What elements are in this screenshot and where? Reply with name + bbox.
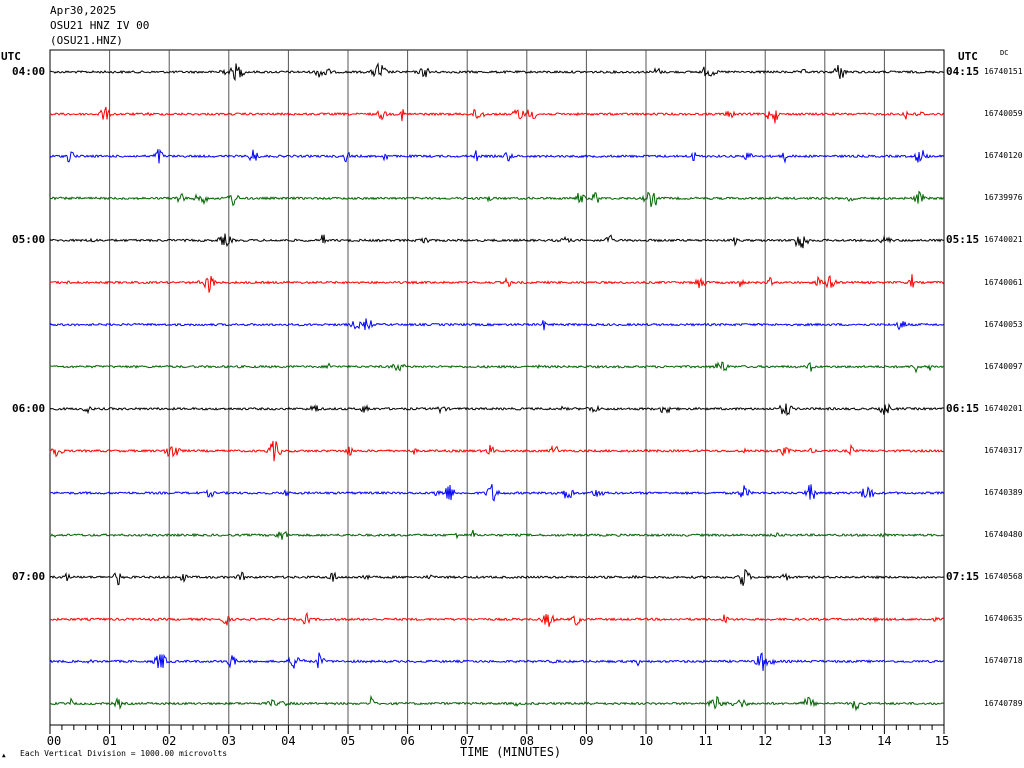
trace-line-15 <box>49 652 945 671</box>
trace-dc-count: 16740201 <box>984 403 1023 413</box>
trace-line-12 <box>49 529 945 540</box>
x-axis-label: TIME (MINUTES) <box>460 745 562 759</box>
utc-label-left: UTC <box>1 50 21 63</box>
trace-dc-count: 16740568 <box>984 572 1023 582</box>
trace-dc-count: 16739976 <box>984 193 1023 203</box>
trace-line-2 <box>49 106 945 124</box>
trace-line-4 <box>49 190 945 208</box>
trace-dc-count: 16740718 <box>984 656 1023 666</box>
trace-lines <box>49 62 945 712</box>
dc-label: DC <box>1000 49 1009 57</box>
trace-dc-count: 16740120 <box>984 151 1023 161</box>
trace-dc-count: 16740789 <box>984 698 1023 708</box>
trace-line-5 <box>49 233 945 249</box>
station-id: OSU21 HNZ IV 00 <box>50 19 150 32</box>
trace-dc-count: 16740059 <box>984 109 1023 119</box>
trace-line-13 <box>49 568 945 586</box>
trace-line-10 <box>49 440 945 462</box>
scale-footnote: Each Vertical Division = 1000.00 microvo… <box>20 749 228 758</box>
trace-end-time: 05:15 <box>946 233 980 247</box>
trace-dc-count: 16740097 <box>984 361 1023 371</box>
minute-gridlines <box>109 50 885 725</box>
plot-date: Apr30,2025 <box>50 4 117 17</box>
x-tick-label: 04 <box>281 734 296 748</box>
x-tick-label: 02 <box>161 734 177 748</box>
x-tick-label: 06 <box>400 734 415 748</box>
channel-id: (OSU21.HNZ) <box>50 34 123 47</box>
trace-line-6 <box>49 274 945 293</box>
trace-line-7 <box>49 318 945 331</box>
trace-dc-count: 16740480 <box>984 530 1023 540</box>
trace-dc-count: 16740021 <box>984 235 1023 245</box>
trace-dc-count: 16740317 <box>984 445 1023 455</box>
x-tick-label: 07 <box>459 734 475 748</box>
x-tick-label: 13 <box>817 734 833 748</box>
scale-marker-icon: ▲ <box>2 752 6 759</box>
trace-dc-count: 16740061 <box>984 277 1023 287</box>
x-tick-label: 03 <box>221 734 237 748</box>
x-tick-label: 11 <box>698 734 713 748</box>
trace-line-1 <box>49 62 945 82</box>
trace-end-time: 07:15 <box>946 570 980 584</box>
trace-start-time: 05:00 <box>12 233 46 247</box>
x-tick-label: 01 <box>102 734 117 748</box>
trace-start-time: 06:00 <box>12 401 46 415</box>
x-tick-label: 09 <box>579 734 594 748</box>
trace-end-time: 06:15 <box>946 401 980 415</box>
trace-dc-count: 16740053 <box>984 319 1023 329</box>
plot-frame <box>49 49 945 726</box>
trace-line-11 <box>49 484 945 502</box>
x-axis-ticks <box>49 725 945 734</box>
x-tick-label: 00 <box>46 734 62 748</box>
x-tick-label: 14 <box>877 734 892 748</box>
trace-line-9 <box>49 402 944 417</box>
trace-dc-count: 16740389 <box>984 488 1023 497</box>
trace-end-time: 04:15 <box>946 65 980 78</box>
trace-start-time: 07:00 <box>12 570 46 584</box>
trace-dc-count: 16740635 <box>984 614 1023 624</box>
x-tick-label: 12 <box>757 734 773 748</box>
x-tick-label: 15 <box>934 734 950 748</box>
trace-start-time: 04:00 <box>12 65 46 78</box>
x-tick-label: 10 <box>638 734 654 748</box>
trace-dc-count: 16740151 <box>984 67 1023 76</box>
trace-line-14 <box>49 611 945 627</box>
x-tick-label: 05 <box>340 734 356 748</box>
utc-label-right: UTC <box>958 50 978 63</box>
trace-line-3 <box>49 148 945 164</box>
x-tick-label: 08 <box>519 734 535 748</box>
trace-line-8 <box>49 361 944 374</box>
trace-line-16 <box>49 694 945 712</box>
